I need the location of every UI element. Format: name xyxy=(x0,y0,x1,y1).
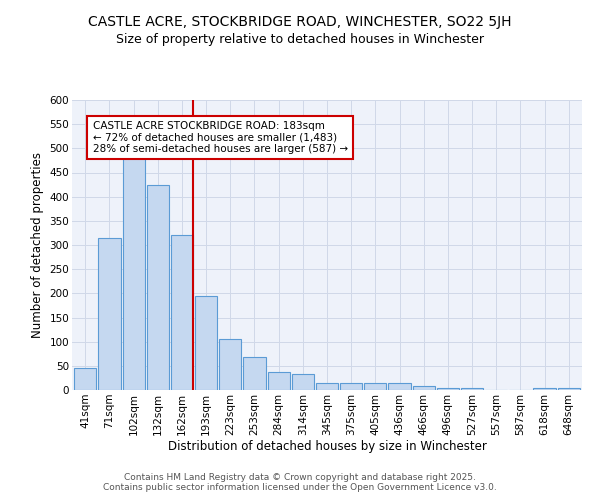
Text: Contains HM Land Registry data © Crown copyright and database right 2025.
Contai: Contains HM Land Registry data © Crown c… xyxy=(103,473,497,492)
Bar xyxy=(122,124,145,390)
Bar xyxy=(413,386,435,390)
Bar xyxy=(98,238,121,390)
Text: Size of property relative to detached houses in Winchester: Size of property relative to detached ho… xyxy=(116,32,484,46)
Bar xyxy=(364,383,386,390)
Bar xyxy=(146,184,169,390)
Bar xyxy=(461,388,483,390)
Bar xyxy=(437,388,459,390)
Bar xyxy=(388,383,410,390)
Bar xyxy=(533,388,556,390)
Bar xyxy=(557,388,580,390)
Bar xyxy=(292,374,314,390)
Bar xyxy=(195,296,217,390)
Bar xyxy=(340,383,362,390)
Bar xyxy=(268,372,290,390)
Bar xyxy=(219,339,241,390)
Text: CASTLE ACRE STOCKBRIDGE ROAD: 183sqm
← 72% of detached houses are smaller (1,483: CASTLE ACRE STOCKBRIDGE ROAD: 183sqm ← 7… xyxy=(92,121,347,154)
Text: CASTLE ACRE, STOCKBRIDGE ROAD, WINCHESTER, SO22 5JH: CASTLE ACRE, STOCKBRIDGE ROAD, WINCHESTE… xyxy=(88,15,512,29)
Bar xyxy=(74,368,97,390)
Bar xyxy=(171,236,193,390)
X-axis label: Distribution of detached houses by size in Winchester: Distribution of detached houses by size … xyxy=(167,440,487,454)
Y-axis label: Number of detached properties: Number of detached properties xyxy=(31,152,44,338)
Bar xyxy=(244,357,266,390)
Bar xyxy=(316,383,338,390)
